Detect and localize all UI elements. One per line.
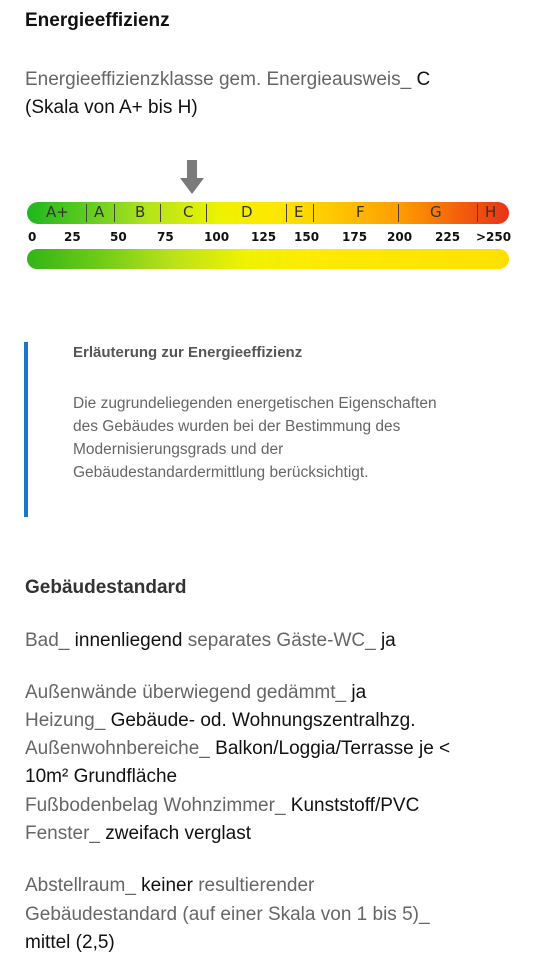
walls-value: ja: [351, 682, 367, 703]
result-value: mittel (2,5): [25, 932, 115, 953]
outdoor-value-cont: 10m² Grundfläche: [25, 766, 178, 787]
class-label-a-plus: A+: [46, 203, 69, 221]
class-divider: [160, 204, 161, 222]
storage-value: keiner: [141, 875, 193, 896]
outdoor-row: Außenwohnbereiche_ Balkon/Loggia/Terrass…: [25, 735, 450, 763]
heating-row: Heizung_ Gebäude- od. Wohnungszentralhzg…: [25, 707, 415, 735]
storage-label: Abstellraum_: [25, 875, 136, 896]
class-divider: [86, 204, 87, 222]
class-label-h: H: [485, 203, 497, 221]
scale-tick: 25: [64, 230, 81, 244]
scale-tick: 175: [342, 230, 368, 244]
bath-label: Bad_: [25, 630, 70, 651]
storage-row: Abstellraum_ keiner resultierender: [25, 872, 314, 900]
class-label-g: G: [430, 203, 442, 221]
result-label: resultierender: [198, 875, 315, 896]
scale-tick: 100: [204, 230, 230, 244]
energy-class-value: C: [416, 69, 431, 90]
info-box-title: Erläuterung zur Energieeffizienz: [73, 344, 303, 361]
class-divider: [114, 204, 115, 222]
current-class-arrow-icon: [180, 160, 204, 194]
scale-tick: 200: [387, 230, 413, 244]
class-divider: [477, 204, 478, 222]
info-box-accent: [24, 342, 28, 517]
scale-tick: 125: [251, 230, 277, 244]
info-text-line: Die zugrundeliegenden energetischen Eige…: [73, 395, 437, 412]
window-value: zweifach verglast: [105, 823, 251, 844]
energy-class-bar: [27, 202, 509, 224]
info-box-text: Die zugrundeliegenden energetischen Eige…: [73, 392, 503, 484]
info-text-line: des Gebäudes wurden bei der Bestimmung d…: [73, 418, 401, 435]
outdoor-label: Außenwohnbereiche_: [25, 738, 210, 759]
class-divider: [286, 204, 287, 222]
energy-gradient-bar: [27, 249, 509, 269]
scale-tick: 150: [294, 230, 320, 244]
floor-row: Fußbodenbelag Wohnzimmer_ Kunststoff/PVC: [25, 792, 419, 820]
class-label-e: E: [294, 203, 304, 221]
class-label-d: D: [241, 203, 253, 221]
bath-value: innenliegend: [74, 630, 183, 651]
scale-tick: >250: [476, 230, 512, 244]
walls-label: Außenwände überwiegend gedämmt_: [25, 682, 347, 703]
class-divider: [313, 204, 314, 222]
outdoor-value: Balkon/Loggia/Terrasse je <: [215, 738, 451, 759]
bath-row: Bad_ innenliegend separates Gäste-WC_ ja: [25, 627, 396, 655]
energy-scale-note: (Skala von A+ bis H): [25, 97, 198, 118]
class-label-a: A: [94, 203, 105, 221]
window-row: Fenster_ zweifach verglast: [25, 820, 251, 848]
class-divider: [206, 204, 207, 222]
window-label: Fenster_: [25, 823, 100, 844]
energy-scale: A+ A B C D E F G H 0 25 50 75 100 125 15…: [24, 158, 514, 276]
energy-class-row: Energieeffizienzklasse gem. Energieauswe…: [25, 66, 430, 94]
class-label-c: C: [183, 203, 194, 221]
result-label-cont: Gebäudestandard (auf einer Skala von 1 b…: [25, 904, 430, 925]
heating-label: Heizung_: [25, 710, 106, 731]
info-text-line: Gebäudestandardermittlung berücksichtigt…: [73, 464, 369, 481]
class-divider: [398, 204, 399, 222]
standard-section-title: Gebäudestandard: [25, 577, 187, 598]
guest-wc-value: ja: [380, 630, 396, 651]
heating-value: Gebäude- od. Wohnungszentralhzg.: [110, 710, 416, 731]
class-label-f: F: [356, 203, 365, 221]
energy-class-label: Energieeffizienzklasse gem. Energieauswe…: [25, 69, 412, 90]
guest-wc-label: separates Gäste-WC_: [187, 630, 376, 651]
class-label-b: B: [135, 203, 146, 221]
scale-tick: 75: [157, 230, 174, 244]
floor-value: Kunststoff/PVC: [290, 795, 420, 816]
scale-tick: 50: [110, 230, 127, 244]
scale-tick: 0: [28, 230, 37, 244]
info-text-line: Modernisierungsgrads und der: [73, 441, 284, 458]
floor-label: Fußbodenbelag Wohnzimmer_: [25, 795, 286, 816]
scale-tick: 225: [435, 230, 461, 244]
walls-row: Außenwände überwiegend gedämmt_ ja: [25, 679, 366, 707]
energy-section-title: Energieeffizienz: [25, 10, 170, 31]
